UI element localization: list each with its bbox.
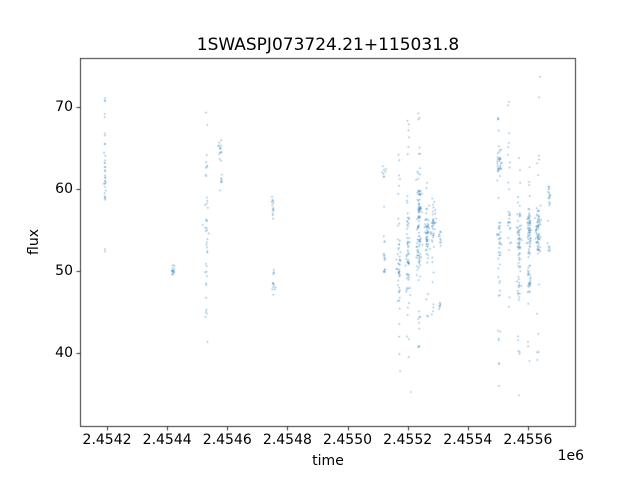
- x-tick-label: 2.4546: [202, 432, 252, 448]
- x-tick-label: 2.4548: [262, 432, 312, 448]
- y-tick-label: 40: [55, 345, 73, 362]
- chart-title: 1SWASPJ073724.21+115031.8: [196, 35, 460, 55]
- x-tick-label: 2.4544: [142, 432, 192, 448]
- y-tick-label: 50: [55, 263, 73, 280]
- x-axis-offset-label: 1e6: [557, 448, 584, 464]
- x-tick-label: 2.4550: [323, 432, 373, 448]
- y-tick-label: 70: [55, 99, 73, 116]
- x-axis-label: time: [312, 453, 344, 469]
- x-tick-label: 2.4554: [443, 432, 493, 448]
- x-tick-label: 2.4552: [383, 432, 433, 448]
- y-tick-label: 60: [55, 181, 73, 198]
- x-tick-label: 2.4542: [82, 432, 132, 448]
- x-tick-label: 2.4556: [503, 432, 553, 448]
- y-axis-label: flux: [26, 229, 42, 255]
